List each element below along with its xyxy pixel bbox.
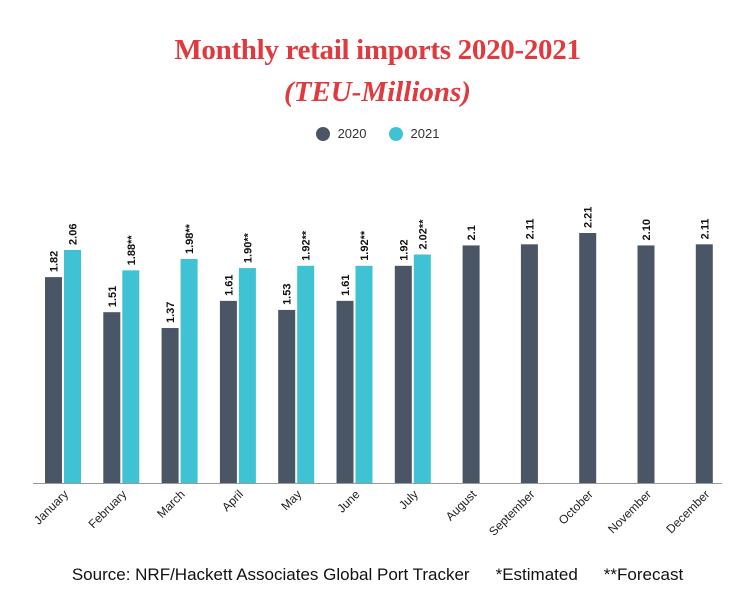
data-label-2021-june: 1.92**: [359, 230, 371, 261]
data-label-2020-february: 1.51: [107, 286, 119, 307]
data-label-2020-august: 2.1: [466, 225, 478, 240]
x-tick-label-september: September: [486, 487, 537, 538]
data-label-2020-may: 1.53: [282, 284, 294, 305]
data-label-2020-june: 1.61: [340, 274, 352, 295]
data-label-2020-april: 1.61: [223, 274, 235, 295]
bar-2020-november: [637, 245, 655, 483]
data-label-2020-march: 1.37: [165, 302, 177, 323]
legend-label-2021: 2021: [410, 126, 440, 141]
data-label-2020-november: 2.10: [641, 219, 653, 240]
data-label-2021-april: 1.90**: [242, 232, 254, 263]
legend-item-2021: 2021: [388, 126, 440, 141]
x-tick-label-may: May: [278, 487, 304, 513]
bar-2021-june: [355, 265, 373, 483]
legend-label-2020: 2020: [337, 126, 367, 141]
bar-2021-february: [122, 270, 140, 483]
x-tick-label-november: November: [605, 487, 654, 536]
bar-2020-october: [579, 233, 597, 483]
estimated-note: *Estimated: [495, 565, 578, 584]
legend: 2020 2021: [0, 126, 755, 141]
data-label-2020-july: 1.92: [398, 239, 410, 260]
data-label-2021-may: 1.92**: [301, 230, 313, 261]
x-tick-label-april: April: [219, 487, 246, 514]
data-label-2021-february: 1.88**: [126, 235, 138, 266]
x-tick-label-december: December: [663, 487, 712, 536]
bar-2021-january: [64, 249, 81, 483]
legend-item-2020: 2020: [315, 126, 367, 141]
bar-2021-april: [238, 268, 256, 483]
x-tick-label-february: February: [86, 487, 130, 531]
bar-2020-april: [219, 300, 237, 483]
bar-2021-july: [413, 254, 431, 483]
data-label-2020-december: 2.11: [699, 218, 711, 239]
bar-2020-august: [462, 245, 480, 483]
x-tick-label-january: January: [31, 487, 71, 527]
bar-2021-may: [297, 265, 315, 483]
data-label-2020-october: 2.21: [583, 207, 595, 228]
chart-subtitle: (TEU-Millions): [284, 76, 471, 108]
x-tick-label-july: July: [396, 487, 421, 512]
source-note: Source: NRF/Hackett Associates Global Po…: [71, 565, 470, 584]
legend-swatch-2020: [315, 126, 330, 141]
bar-chart: 1.82 2.06 January 1.51 1.88** February 1.37 1.9…: [31, 207, 722, 539]
x-tick-label-august: August: [443, 487, 480, 524]
bar-2021-march: [180, 259, 198, 483]
bar-2020-february: [103, 312, 121, 483]
data-label-2020-january: 1.82: [49, 251, 61, 272]
footer: Source: NRF/Hackett Associates Global Po…: [0, 565, 755, 585]
chart-title: Monthly retail imports 2020-2021: [174, 34, 581, 66]
data-label-2021-january: 2.06: [68, 224, 80, 245]
forecast-note: **Forecast: [603, 565, 684, 584]
bar-2020-july: [394, 265, 412, 483]
x-tick-label-june: June: [334, 487, 363, 516]
x-tick-label-march: March: [154, 487, 187, 520]
data-label-2021-march: 1.98**: [184, 223, 196, 254]
bar-2020-march: [161, 328, 179, 483]
x-tick-label-october: October: [556, 487, 596, 527]
bar-2020-january: [45, 277, 62, 483]
data-label-2020-september: 2.11: [524, 218, 536, 239]
bar-2020-december: [695, 244, 713, 483]
data-label-2021-july: 2.02**: [417, 219, 429, 250]
legend-swatch-2021: [388, 126, 403, 141]
bar-2020-september: [520, 244, 538, 483]
bar-2020-may: [278, 309, 296, 483]
bar-2020-june: [336, 300, 354, 483]
